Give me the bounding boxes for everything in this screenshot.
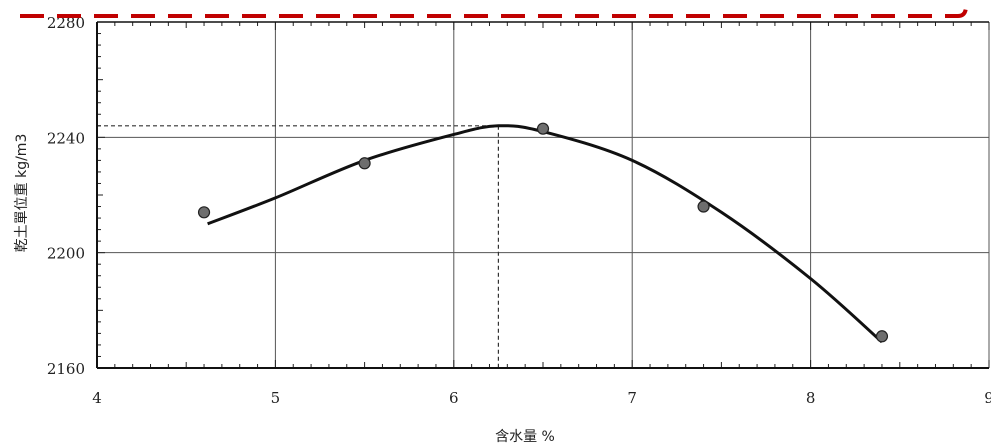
data-point-5	[875, 330, 889, 343]
x-tick-label: 5	[271, 389, 281, 407]
compaction-fit-curve	[207, 124, 883, 344]
data-points	[197, 122, 889, 343]
x-tick-label: 6	[449, 389, 459, 407]
x-tick-label: 7	[627, 389, 637, 407]
y-tick-label: 2280	[47, 14, 85, 32]
y-tick-label: 2200	[47, 245, 85, 263]
data-point-1	[197, 206, 211, 219]
x-axis-title: 含水量 %	[495, 429, 555, 445]
optimum-reference-lines	[97, 125, 499, 368]
highlight-dashed-border	[20, 5, 968, 18]
axes	[96, 21, 990, 369]
data-point-3	[536, 122, 550, 135]
y-tick-label: 2160	[47, 360, 85, 378]
y-axis-title: 乾土單位重 kg/m3	[14, 134, 30, 253]
fit-curve-layer	[207, 124, 883, 344]
x-tick-label: 9	[984, 389, 991, 407]
y-tick-label: 2240	[47, 129, 85, 147]
x-tick-label: 4	[92, 389, 102, 407]
data-point-2	[358, 157, 371, 170]
data-point-4	[697, 200, 710, 213]
tick-labels: 4 5 6 7 8 9 2160 2200 2240 2280	[47, 14, 991, 407]
x-tick-label: 8	[806, 389, 816, 407]
